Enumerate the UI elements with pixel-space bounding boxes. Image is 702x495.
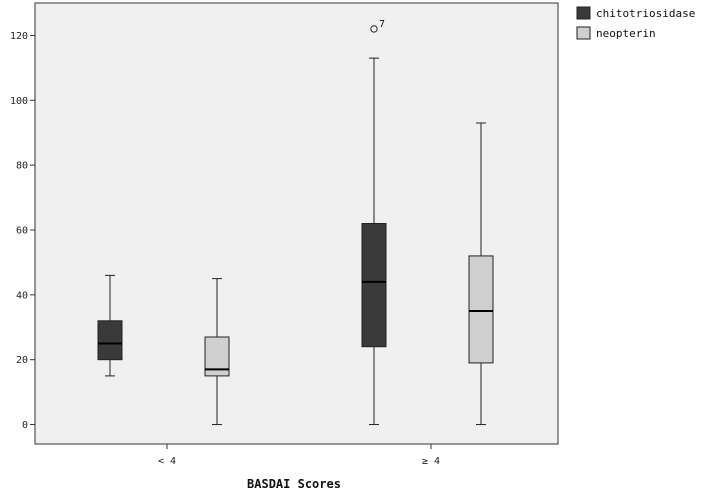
y-tick-label: 80 <box>16 161 28 172</box>
y-axis: 0 20 40 60 80 100 120 <box>10 31 35 431</box>
legend-label: chitotriosidase <box>596 7 695 20</box>
y-tick-label: 60 <box>16 225 28 236</box>
box-chitotriosidase <box>97 320 123 361</box>
x-tick-label: ≥ 4 <box>422 456 440 467</box>
x-axis-label: BASDAI Scores <box>247 477 341 491</box>
y-tick-label: 120 <box>10 31 28 42</box>
plot-area <box>34 2 559 445</box>
y-tick-label: 40 <box>16 290 28 301</box>
x-axis: < 4 ≥ 4 <box>158 444 440 467</box>
legend-swatch <box>576 6 591 20</box>
outlier-point <box>370 25 378 33</box>
outlier-label: 7 <box>379 19 385 30</box>
box-chitotriosidase <box>361 223 387 348</box>
legend: chitotriosidase neopterin <box>576 6 695 40</box>
box-group: 7 <box>97 19 494 426</box>
y-tick-label: 20 <box>16 355 28 366</box>
legend-swatch <box>576 26 591 40</box>
legend-label: neopterin <box>596 27 656 40</box>
y-tick-label: 100 <box>10 96 28 107</box>
x-tick-label: < 4 <box>158 456 176 467</box>
y-tick-label: 0 <box>22 420 28 431</box>
box-neopterin <box>468 255 494 364</box>
